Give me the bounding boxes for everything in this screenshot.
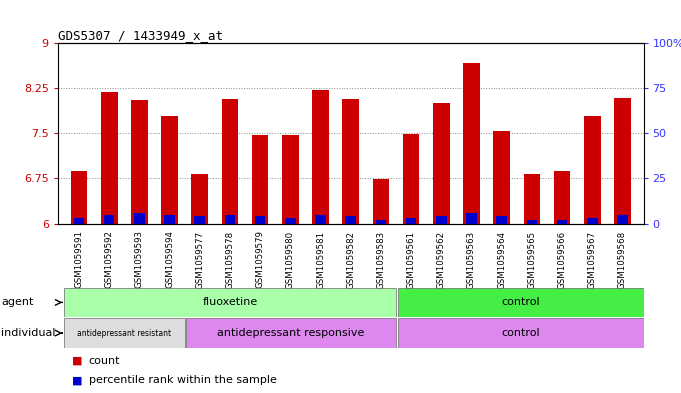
Bar [315, 215, 326, 224]
Bar [255, 217, 266, 224]
Bar [406, 218, 416, 224]
Bar [433, 103, 449, 224]
Bar [398, 288, 644, 317]
Bar [398, 318, 644, 348]
Bar [186, 318, 396, 348]
Text: GSM1059578: GSM1059578 [225, 230, 234, 288]
Text: GDS5307 / 1433949_x_at: GDS5307 / 1433949_x_at [58, 29, 223, 42]
Bar [164, 215, 175, 224]
Text: GSM1059568: GSM1059568 [618, 230, 627, 288]
Bar [436, 217, 447, 224]
Bar [376, 220, 386, 224]
Text: GSM1059591: GSM1059591 [74, 230, 84, 288]
Bar [496, 217, 507, 224]
Bar [402, 134, 419, 224]
Text: antidepressant responsive: antidepressant responsive [217, 328, 365, 338]
Bar [101, 92, 118, 224]
Bar [285, 218, 296, 224]
Bar [71, 171, 87, 224]
Text: GSM1059579: GSM1059579 [255, 230, 265, 288]
Bar [312, 90, 329, 224]
Text: GSM1059581: GSM1059581 [316, 230, 325, 288]
Text: GSM1059583: GSM1059583 [377, 230, 385, 288]
Bar [617, 215, 628, 224]
Bar [104, 215, 114, 224]
Text: GSM1059561: GSM1059561 [407, 230, 415, 288]
Bar [343, 99, 359, 224]
Bar [195, 217, 205, 224]
Text: GSM1059582: GSM1059582 [346, 230, 355, 288]
Text: individual: individual [1, 328, 56, 338]
Text: ■: ■ [72, 356, 82, 366]
Bar [64, 288, 396, 317]
Text: GSM1059577: GSM1059577 [195, 230, 204, 288]
Bar [524, 174, 540, 224]
Bar [554, 171, 570, 224]
Text: GSM1059562: GSM1059562 [437, 230, 446, 288]
Bar [225, 215, 235, 224]
Text: GSM1059594: GSM1059594 [165, 230, 174, 288]
Bar [557, 220, 567, 224]
Bar [614, 98, 631, 224]
Bar [584, 116, 601, 224]
Bar [282, 135, 299, 224]
Bar [466, 213, 477, 224]
Text: GSM1059592: GSM1059592 [105, 230, 114, 288]
Text: antidepressant resistant: antidepressant resistant [77, 329, 172, 338]
Text: percentile rank within the sample: percentile rank within the sample [89, 375, 276, 386]
Text: GSM1059593: GSM1059593 [135, 230, 144, 288]
Text: GSM1059563: GSM1059563 [467, 230, 476, 288]
Text: GSM1059566: GSM1059566 [558, 230, 567, 288]
Text: GSM1059580: GSM1059580 [286, 230, 295, 288]
Text: GSM1059565: GSM1059565 [527, 230, 537, 288]
Bar [252, 135, 268, 224]
Bar [131, 100, 148, 224]
Text: count: count [89, 356, 120, 366]
Text: agent: agent [1, 298, 34, 307]
Bar [134, 213, 144, 224]
Bar [74, 218, 84, 224]
Bar [463, 63, 480, 224]
Bar [493, 131, 510, 224]
Bar [191, 174, 208, 224]
Bar [221, 99, 238, 224]
Text: fluoxetine: fluoxetine [202, 298, 257, 307]
Text: GSM1059564: GSM1059564 [497, 230, 506, 288]
Text: ■: ■ [72, 375, 82, 386]
Bar [587, 218, 597, 224]
Bar [373, 179, 390, 224]
Text: control: control [501, 328, 540, 338]
Text: GSM1059567: GSM1059567 [588, 230, 597, 288]
Text: control: control [501, 298, 540, 307]
Bar [345, 217, 356, 224]
Bar [526, 220, 537, 224]
Bar [64, 318, 185, 348]
Bar [161, 116, 178, 224]
